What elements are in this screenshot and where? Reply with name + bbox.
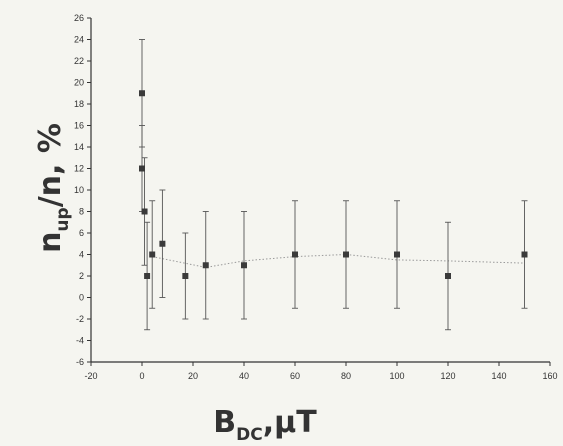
data-point (241, 262, 247, 269)
x-tick-label: 20 (188, 371, 198, 381)
x-tick-label: 40 (239, 371, 249, 381)
x-axis-title-main: B (213, 405, 236, 440)
data-point (292, 251, 298, 258)
y-axis-title: nup/n, % (33, 123, 73, 253)
x-tick-label: 60 (290, 371, 300, 381)
data-point (139, 90, 145, 97)
axes (87, 17, 551, 366)
data-point (149, 251, 156, 258)
y-axis-title-sub: up (53, 207, 73, 231)
y-tick-label: 22 (74, 56, 84, 66)
data-point (521, 251, 528, 258)
data-point (159, 240, 166, 247)
x-axis-title-rest: ,μT (263, 405, 317, 440)
data-point (202, 262, 209, 269)
data-point (394, 251, 400, 258)
x-tick-label: -20 (84, 371, 97, 381)
y-tick-label: 14 (74, 142, 84, 152)
data-point (445, 273, 451, 279)
y-tick-label: 8 (79, 207, 84, 217)
data-point (144, 273, 151, 279)
data-point (139, 165, 145, 172)
y-tick-label: 24 (74, 35, 84, 45)
y-axis-title-main: n (33, 232, 68, 253)
x-tick-label: 80 (341, 371, 351, 381)
x-tick-label: 120 (440, 371, 455, 381)
y-tick-label: -6 (76, 357, 84, 367)
y-tick-label: 10 (74, 185, 84, 195)
y-tick-label: 2 (79, 271, 84, 281)
y-tick-label: 4 (79, 250, 84, 260)
y-tick-label: -2 (76, 314, 84, 324)
y-axis-title-rest: /n, % (33, 123, 68, 207)
y-tick-label: 18 (74, 99, 84, 109)
y-tick-label: -4 (76, 336, 84, 346)
x-tick-label: 140 (491, 371, 506, 381)
y-tick-label: 26 (74, 13, 84, 23)
data-point (141, 208, 148, 215)
error-bars-group (139, 39, 528, 331)
data-points-group (139, 90, 528, 279)
data-point (182, 273, 189, 279)
x-tick-label: 100 (389, 371, 404, 381)
x-axis-title: BDC,μT (213, 405, 317, 445)
y-tick-label: 0 (79, 293, 84, 303)
x-tick-label: 160 (542, 371, 557, 381)
data-point (343, 251, 349, 258)
y-tick-label: 12 (74, 164, 84, 174)
y-tick-label: 6 (79, 228, 84, 238)
y-tick-label: 16 (74, 121, 84, 131)
x-tick-label: 0 (139, 371, 144, 381)
y-tick-label: 20 (74, 78, 84, 88)
x-axis-title-sub: DC (236, 425, 263, 445)
